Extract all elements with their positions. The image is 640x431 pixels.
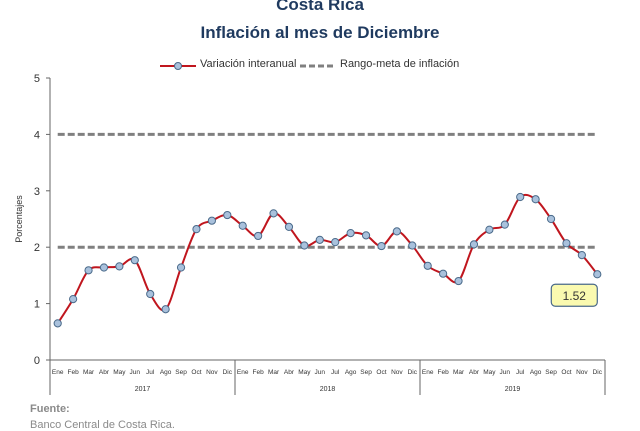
data-point [115,262,124,271]
x-tick-label: Sep [545,369,557,376]
x-tick-label: Dic [408,369,418,376]
value-callout: 1.52 [550,283,598,307]
data-point [516,192,525,202]
legend-series-marker [174,62,182,70]
data-point [346,229,355,238]
x-tick-label: Dic [223,369,233,376]
data-point [99,263,109,272]
x-tick-label: Abr [99,369,110,376]
data-point [176,263,186,272]
x-tick-label: Jun [500,369,511,376]
data-point [423,261,432,270]
y-ticks: 0 1 2 3 4 5 [34,73,50,367]
x-tick-label: Ago [345,369,357,376]
x-tick-label: Feb [438,369,450,376]
x-tick-label: Ago [530,369,542,376]
data-point [500,220,509,229]
data-point [238,221,247,230]
data-point [300,241,309,250]
data-point [392,227,401,236]
data-point [146,289,155,299]
y-tick-label: 5 [34,73,40,85]
x-tick-label: Oct [191,369,201,376]
year-label: 2018 [320,386,336,393]
y-tick-label: 4 [34,129,40,141]
data-point [485,225,494,234]
data-point [84,266,93,275]
x-ticks: Ene Feb Mar Abr May Jun Jul Ago Sep Oct Nov Dic Ene F… [52,369,603,376]
series-markers [53,192,602,328]
x-tick-label: Mar [453,369,465,376]
data-point [361,231,371,240]
data-point [331,238,340,247]
x-tick-label: Feb [253,369,265,376]
data-point [546,214,556,224]
data-point [130,256,139,265]
x-tick-label: May [298,369,311,376]
data-point [531,195,540,204]
data-point [377,241,386,251]
legend-series-label: Variación interanual [200,58,297,70]
callout-label: 1.52 [563,289,587,303]
x-tick-label: May [113,369,126,376]
source-text: Banco Central de Costa Rica. [30,419,175,431]
year-label: 2017 [135,386,151,393]
x-tick-label: May [483,369,496,376]
y-tick-label: 3 [34,186,40,198]
x-tick-label: Dic [593,369,603,376]
data-point [207,216,216,225]
data-point [593,270,602,279]
year-labels: 2017 2018 2019 [49,360,606,395]
x-tick-label: Jul [146,369,155,376]
x-tick-label: Sep [360,369,372,376]
x-tick-label: Abr [284,369,295,376]
data-point [69,294,78,304]
y-axis-label: Porcentajes [14,195,24,243]
data-point [53,319,62,328]
data-point [454,276,463,286]
x-tick-label: Ene [422,369,434,376]
x-tick-label: Oct [376,369,386,376]
x-tick-label: Feb [68,369,80,376]
x-tick-label: Mar [83,369,95,376]
x-tick-label: Ene [52,369,64,376]
data-point [577,250,586,260]
x-tick-label: Abr [469,369,480,376]
x-tick-label: Ene [237,369,249,376]
x-tick-label: Nov [391,369,403,376]
data-point [269,209,278,218]
x-tick-label: Nov [576,369,588,376]
x-tick-label: Nov [206,369,218,376]
data-point [161,305,170,314]
x-tick-label: Jun [315,369,326,376]
data-point [408,241,417,250]
x-tick-label: Jul [331,369,340,376]
year-label: 2019 [505,386,521,393]
data-point [192,225,201,234]
data-point [562,239,571,248]
chart-title: Costa Rica [276,0,364,14]
data-point [284,222,294,231]
data-point [469,240,479,249]
x-tick-label: Mar [268,369,280,376]
source-label: Fuente: [30,403,70,415]
target-range-lines [57,132,598,249]
x-tick-label: Ago [160,369,172,376]
y-tick-label: 0 [34,355,40,367]
x-tick-label: Jul [516,369,525,376]
x-tick-label: Oct [561,369,571,376]
y-tick-label: 2 [34,242,40,254]
x-tick-label: Sep [175,369,187,376]
data-point [315,235,324,244]
data-point [439,269,448,278]
data-point [254,231,263,241]
legend-target-label: Rango-meta de inflación [340,58,460,70]
x-tick-label: Jun [130,369,141,376]
y-tick-label: 1 [34,299,40,311]
chart-subtitle: Inflación al mes de Diciembre [200,23,440,42]
data-point [223,210,232,220]
callout-box [550,283,598,307]
